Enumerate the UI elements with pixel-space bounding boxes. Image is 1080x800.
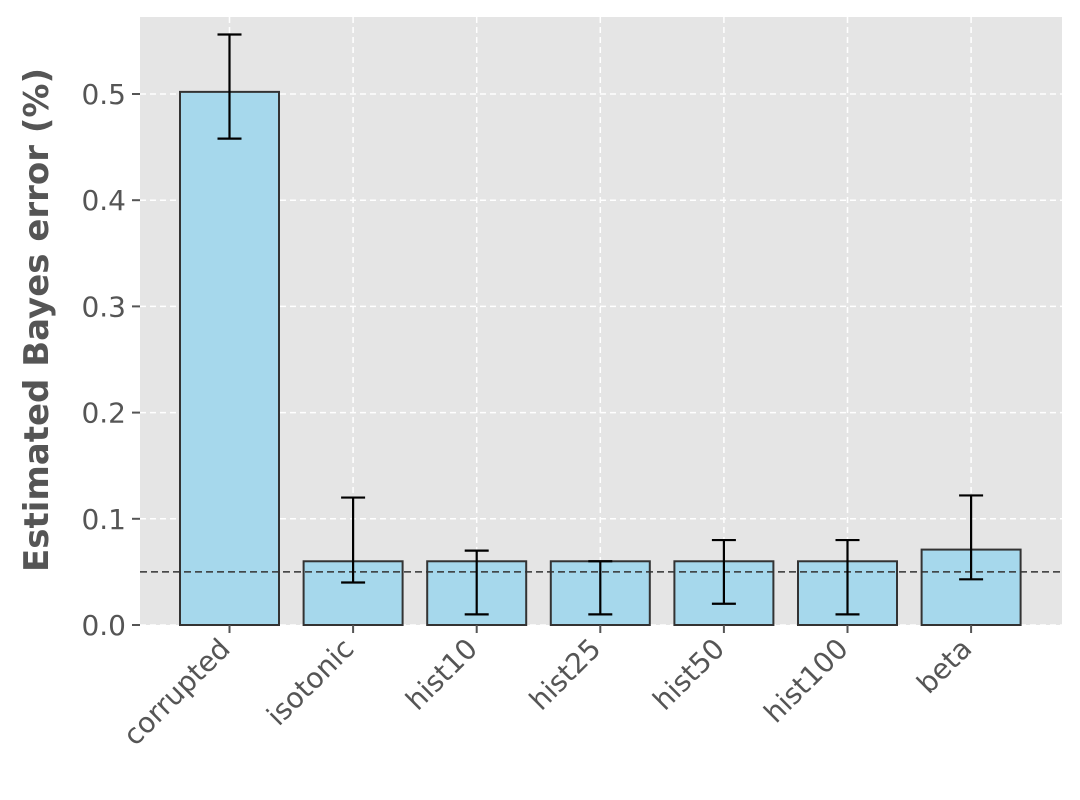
y-tick-label: 0.4 (81, 184, 126, 217)
error-bar-hist50 (711, 538, 736, 605)
x-axis-ticks: corrupted isotonic hist10 hist25 hist50 hist1… (117, 625, 978, 752)
error-bar-corrupted (217, 33, 242, 140)
grid-lines (140, 17, 1062, 626)
y-axis-title: Estimated Bayes error (%) (17, 68, 57, 572)
x-tick-label: corrupted (117, 632, 237, 752)
y-axis-ticks: 0.0 0.1 0.2 0.3 0.4 0.5 (81, 78, 140, 642)
x-tick-label: hist10 (399, 632, 484, 717)
y-tick-label: 0.5 (81, 78, 126, 111)
error-bar-hist25 (588, 560, 613, 616)
x-tick-label: hist50 (646, 632, 731, 717)
y-tick-label: 0.2 (81, 397, 126, 430)
error-bar-isotonic (341, 496, 366, 584)
x-tick-label: beta (910, 632, 978, 700)
error-bar-beta (959, 494, 984, 581)
x-tick-label: hist25 (523, 632, 608, 717)
error-bars (217, 33, 984, 616)
error-bar-hist10 (464, 549, 489, 616)
x-tick-label: isotonic (260, 632, 360, 732)
y-tick-label: 0.1 (81, 503, 126, 536)
y-tick-label: 0.0 (81, 609, 126, 642)
x-tick-label: hist100 (757, 632, 854, 729)
y-tick-label: 0.3 (81, 290, 126, 323)
bar-corrupted (179, 90, 280, 626)
error-bar-hist100 (835, 538, 860, 616)
